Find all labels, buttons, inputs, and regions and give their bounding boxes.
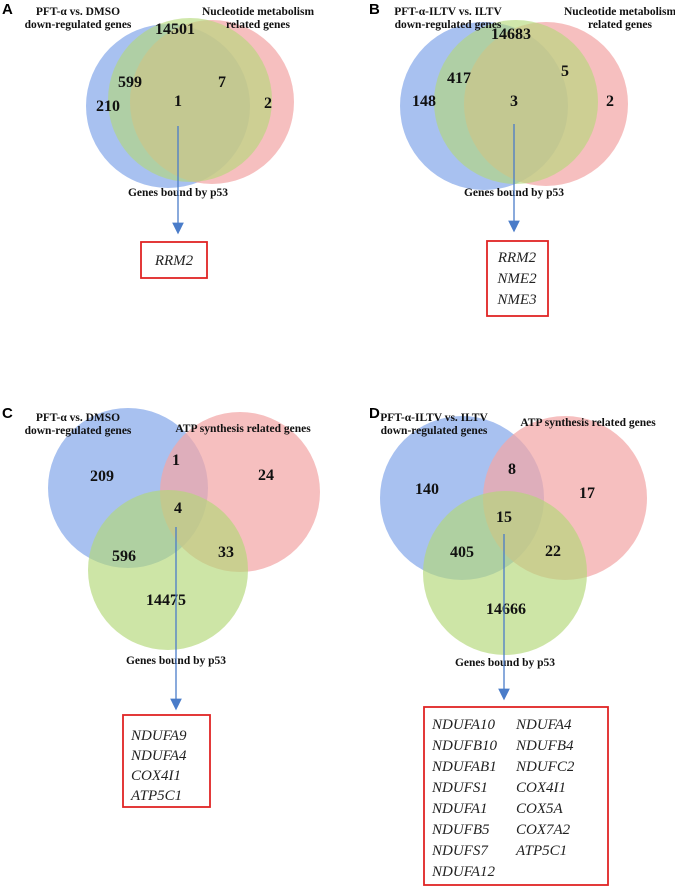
count-only-set3-c: 14475 <box>146 592 186 609</box>
panel-letter-c: C <box>2 405 13 422</box>
gene-column-1-d: NDUFA10 NDUFB10 NDUFAB1 NDUFS1 NDUFA1 ND… <box>431 717 497 880</box>
count-only-set1-d: 140 <box>415 481 439 498</box>
gene-d-col2-5: COX5A <box>516 801 564 817</box>
gene-column-2-d: NDUFA4 NDUFB4 NDUFC2 COX4I1 COX5A COX7A2… <box>515 717 575 859</box>
gene-d-col2-6: COX7A2 <box>516 822 571 838</box>
set2-label-line2-b: related genes <box>588 19 653 31</box>
set1-label-line2-c: down-regulated genes <box>25 425 132 437</box>
count-set1-set2-c: 1 <box>172 452 180 469</box>
set1-label-line1-b: PFT-α-ILTV vs. ILTV <box>394 6 502 18</box>
gene-c-4: ATP5C1 <box>130 788 182 804</box>
set1-label-line2-a: down-regulated genes <box>25 19 132 31</box>
gene-box-b <box>486 240 549 317</box>
set2-label-d: ATP synthesis related genes <box>520 417 656 429</box>
panel-b: B PFT-α-ILTV vs. ILTV down-regulated gen… <box>369 1 675 317</box>
panel-c: C PFT-α vs. DMSO down-regulated genes AT… <box>2 405 320 808</box>
count-set3-set2-b: 5 <box>561 63 569 80</box>
set1-label-line1-c: PFT-α vs. DMSO <box>36 412 120 424</box>
set3-label-d: Genes bound by p53 <box>455 657 555 669</box>
count-only-set1-b: 148 <box>412 93 436 110</box>
gene-d-col1-3: NDUFAB1 <box>431 759 497 775</box>
count-only-set2-c: 24 <box>258 467 274 484</box>
gene-d-col2-7: ATP5C1 <box>515 843 567 859</box>
gene-d-col2-3: NDUFC2 <box>515 759 575 775</box>
gene-box-d <box>423 706 609 886</box>
count-only-set3-b: 14683 <box>491 26 531 43</box>
set2-label-c: ATP synthesis related genes <box>175 423 311 435</box>
panel-letter-b: B <box>369 1 380 18</box>
panel-a: A PFT-α vs. DMSO down-regulated genes Nu… <box>2 1 315 279</box>
count-center-b: 3 <box>510 93 518 110</box>
set2-label-line1-b: Nucleotide metabolism <box>564 6 675 18</box>
gene-d-col1-1: NDUFA10 <box>431 717 496 733</box>
gene-b-3: NME3 <box>496 292 536 308</box>
count-set1-set2-d: 8 <box>508 461 516 478</box>
count-center-a: 1 <box>174 93 182 110</box>
gene-a-1: RRM2 <box>154 253 194 269</box>
gene-d-col2-2: NDUFB4 <box>515 738 574 754</box>
count-set2-set3-d: 22 <box>545 543 561 560</box>
count-only-set1-c: 209 <box>90 468 114 485</box>
gene-d-col1-5: NDUFA1 <box>431 801 488 817</box>
gene-b-2: NME2 <box>496 271 537 287</box>
gene-b-1: RRM2 <box>497 250 537 266</box>
gene-d-col2-1: NDUFA4 <box>515 717 572 733</box>
set1-label-line1-a: PFT-α vs. DMSO <box>36 6 120 18</box>
gene-c-2: NDUFA4 <box>130 748 187 764</box>
count-set2-set3-c: 33 <box>218 544 234 561</box>
circle-set3-b <box>434 20 598 184</box>
gene-box-c <box>122 714 211 808</box>
set2-label-line2-a: related genes <box>226 19 291 31</box>
panel-letter-d: D <box>369 405 380 422</box>
gene-c-3: COX4I1 <box>131 768 181 784</box>
set1-label-line2-d: down-regulated genes <box>381 425 488 437</box>
count-set3-set2-a: 7 <box>218 74 226 91</box>
circle-set3-a <box>108 18 272 182</box>
count-only-set2-d: 17 <box>579 485 595 502</box>
gene-d-col1-6: NDUFB5 <box>431 822 490 838</box>
gene-d-col1-7: NDUFS7 <box>431 843 489 859</box>
gene-d-col1-4: NDUFS1 <box>431 780 488 796</box>
count-only-set1-a: 210 <box>96 98 120 115</box>
count-set1-set3-b: 417 <box>447 70 471 87</box>
count-set1-set3-d: 405 <box>450 544 474 561</box>
circle-set3-c <box>88 490 248 650</box>
set1-label-line2-b: down-regulated genes <box>395 19 502 31</box>
count-set1-set3-c: 596 <box>112 548 136 565</box>
count-set1-set3-a: 599 <box>118 74 142 91</box>
set2-label-line1-a: Nucleotide metabolism <box>202 6 315 18</box>
count-only-set2-a: 2 <box>264 95 272 112</box>
gene-c-1: NDUFA9 <box>130 728 187 744</box>
count-only-set2-b: 2 <box>606 93 614 110</box>
count-only-set3-a: 14501 <box>155 21 195 38</box>
set1-label-line1-d: PFT-α-ILTV vs. ILTV <box>380 412 488 424</box>
circle-set3-d <box>423 491 587 655</box>
panel-letter-a: A <box>2 1 13 18</box>
gene-box-a <box>140 241 208 279</box>
count-center-d: 15 <box>496 509 512 526</box>
gene-d-col1-2: NDUFB10 <box>431 738 497 754</box>
count-only-set3-d: 14666 <box>486 601 526 618</box>
gene-d-col2-4: COX4I1 <box>516 780 566 796</box>
count-center-c: 4 <box>174 500 182 517</box>
panel-d: D PFT-α-ILTV vs. ILTV down-regulated gen… <box>369 405 656 886</box>
gene-d-col1-8: NDUFA12 <box>431 864 496 880</box>
